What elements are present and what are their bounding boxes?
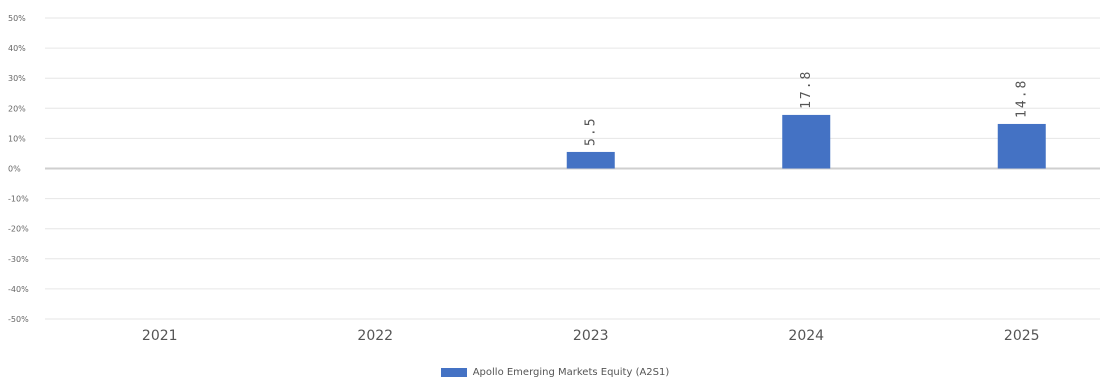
data-label: 17.8 [799, 70, 814, 109]
y-tick-label: 20% [8, 104, 26, 113]
x-tick-label: 2022 [357, 328, 393, 344]
bar [997, 123, 1046, 169]
y-tick-label: 40% [8, 44, 26, 53]
y-tick-label: -50% [8, 315, 29, 324]
bars [566, 114, 1046, 169]
x-tick-label: 2021 [142, 328, 178, 344]
legend-swatch [440, 368, 467, 377]
y-tick-label: 0% [8, 165, 21, 174]
x-tick-label: 2025 [1004, 328, 1040, 344]
y-tick-label: -30% [8, 255, 29, 264]
x-axis: 2021 2022 2023 2024 2025 [142, 328, 1040, 344]
y-tick-label: -10% [8, 195, 29, 204]
bar [566, 151, 615, 169]
x-tick-label: 2024 [788, 328, 824, 344]
y-tick-label: 30% [8, 74, 26, 83]
data-label: 14.8 [1015, 79, 1030, 118]
y-axis: 50% 40% 30% 20% 10% 0% -10% -20% -30% -40% -50% [8, 14, 29, 324]
y-tick-label: -20% [8, 225, 29, 234]
data-labels: 5.5 17.8 14.8 [584, 70, 1030, 146]
x-tick-label: 2023 [573, 328, 609, 344]
y-tick-label: -40% [8, 285, 29, 294]
bar [782, 114, 831, 169]
legend-label: Apollo Emerging Markets Equity (A2S1) [472, 367, 670, 378]
y-tick-label: 50% [8, 14, 26, 23]
y-tick-label: 10% [8, 134, 26, 143]
data-label: 5.5 [584, 116, 599, 145]
legend: Apollo Emerging Markets Equity (A2S1) [0, 367, 1110, 378]
